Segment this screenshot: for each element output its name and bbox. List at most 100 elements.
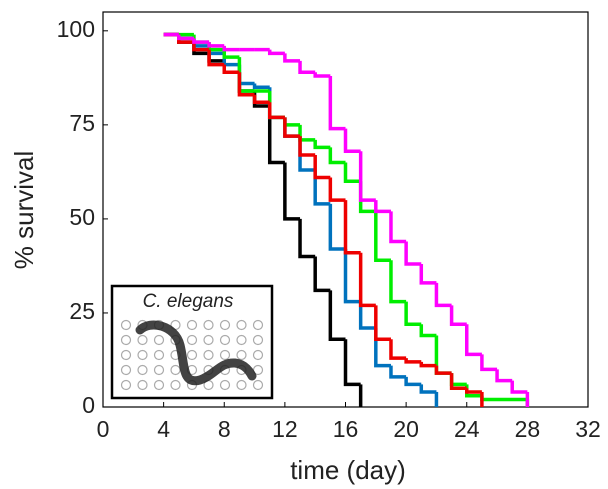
plate-dot xyxy=(252,334,264,346)
x-tick-label: 32 xyxy=(575,416,601,442)
plate-dot xyxy=(203,319,214,331)
survival-step xyxy=(389,365,407,379)
y-tick-label: 0 xyxy=(82,392,95,418)
survival-step xyxy=(434,335,452,375)
survival-step xyxy=(419,324,437,338)
survival-step xyxy=(313,72,331,78)
survival-step xyxy=(267,91,285,120)
survival-step xyxy=(510,380,528,394)
survival-step xyxy=(298,218,316,259)
plate-dot xyxy=(219,319,231,331)
plate-dot xyxy=(252,349,264,361)
survival-step xyxy=(313,256,331,293)
survival-step xyxy=(343,128,361,153)
x-tick-label: 4 xyxy=(157,416,170,442)
survival-step xyxy=(449,373,467,390)
plate-dot xyxy=(153,334,165,346)
plate-dot xyxy=(120,364,132,376)
y-tick-label: 25 xyxy=(69,298,95,324)
plate-dot xyxy=(236,349,247,361)
survival-step xyxy=(283,117,301,127)
survival-step xyxy=(449,373,467,387)
survival-step xyxy=(374,328,391,368)
survival-step xyxy=(358,181,376,214)
plate-dot xyxy=(219,349,231,361)
inset-label: C. elegans xyxy=(143,291,234,312)
survival-step xyxy=(192,42,210,52)
plate-dot xyxy=(203,334,214,346)
survival-step xyxy=(358,252,376,308)
survival-step xyxy=(374,211,391,263)
survival-step xyxy=(480,354,498,372)
survival-step xyxy=(465,324,482,357)
survival-step xyxy=(283,117,301,138)
series xyxy=(163,32,484,407)
survival-step xyxy=(177,34,194,41)
survival-step xyxy=(328,177,346,202)
survival-step xyxy=(358,301,376,330)
survival-step xyxy=(298,136,316,157)
survival-step xyxy=(267,102,285,120)
survival-step xyxy=(419,264,437,285)
survival-step xyxy=(404,358,422,364)
plate-dot xyxy=(186,319,198,331)
survival-step xyxy=(404,301,422,326)
plate-dot xyxy=(120,349,132,361)
survival-step xyxy=(343,200,361,255)
survival-step xyxy=(222,45,240,52)
survival-step xyxy=(495,369,513,383)
survival-step xyxy=(328,147,346,165)
survival-step xyxy=(389,260,407,304)
survival-step xyxy=(389,339,407,360)
plate-dot xyxy=(219,379,231,391)
survival-step xyxy=(283,53,301,63)
survival-step xyxy=(328,75,346,131)
x-tick-label: 28 xyxy=(515,416,541,442)
plate-dot xyxy=(137,349,148,361)
survival-step xyxy=(449,305,467,326)
plate-dot xyxy=(236,379,247,391)
survival-step xyxy=(313,154,331,180)
plate-dot xyxy=(236,319,247,331)
survival-step xyxy=(404,241,422,266)
inset: C. elegans xyxy=(110,284,274,400)
plate-dot xyxy=(170,379,181,391)
x-axis-label: time (day) xyxy=(290,455,406,485)
survival-step xyxy=(237,72,255,97)
survival-step xyxy=(389,211,407,244)
x-tick-label: 24 xyxy=(454,416,480,442)
survival-step xyxy=(237,64,255,86)
plate-dot xyxy=(153,364,165,376)
survival-step xyxy=(222,64,240,74)
plate-dot xyxy=(120,319,132,331)
survival-step xyxy=(434,282,452,308)
series xyxy=(163,32,530,407)
survival-step xyxy=(328,203,346,251)
survival-step xyxy=(480,395,528,402)
survival-step xyxy=(343,339,361,387)
survival-step xyxy=(283,162,301,221)
survival-step xyxy=(343,162,361,184)
survival-step xyxy=(237,72,255,93)
plate-dot xyxy=(137,334,148,346)
plate-dot xyxy=(153,349,165,361)
y-tick-label: 50 xyxy=(69,204,95,230)
survival-step xyxy=(313,170,331,206)
survival-step xyxy=(358,151,376,202)
survival-step xyxy=(434,365,452,375)
survival-step xyxy=(267,49,285,56)
plate-dot xyxy=(120,379,132,391)
plate-dot xyxy=(120,334,132,346)
plate-dot xyxy=(137,364,148,376)
plate-dot xyxy=(170,364,181,376)
survival-step xyxy=(252,94,270,105)
survival-step xyxy=(313,139,331,150)
survival-step xyxy=(374,305,391,342)
x-tick-label: 20 xyxy=(393,416,419,442)
survival-step xyxy=(419,361,437,368)
survival-step xyxy=(207,49,225,67)
plate-dot xyxy=(137,379,148,391)
plate-dot xyxy=(203,349,214,361)
plate-dot xyxy=(236,334,247,346)
